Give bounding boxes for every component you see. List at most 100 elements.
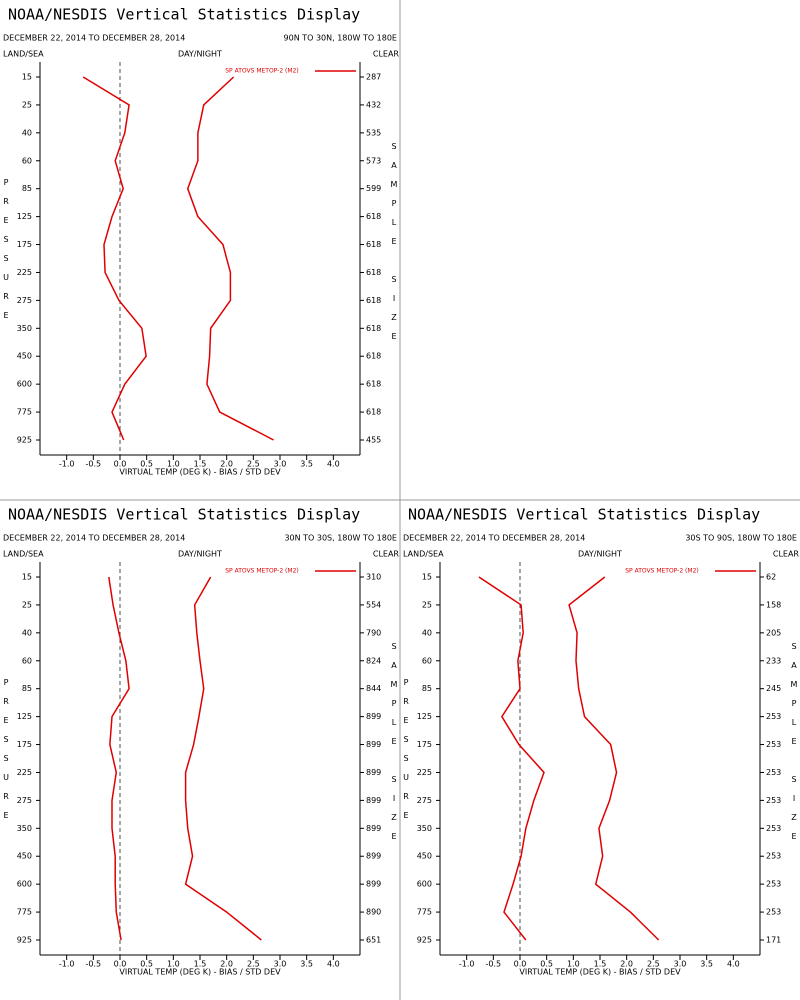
y-tick-label: 450 [417,852,432,861]
sample-size: 253 [766,740,781,749]
y-tick-label: 25 [22,600,32,609]
y-tick-label: 225 [417,768,432,777]
header: CLEAR [373,50,400,59]
sample-size: 158 [766,600,781,609]
panel: NOAA/NESDIS Vertical Statistics Display D… [2,6,400,477]
x-tick-label: 1.0 [167,460,180,469]
y2-label: SAMPLE SIZE [390,642,399,851]
y-tick-label: 60 [22,656,32,665]
x-tick-label: 2.0 [220,960,233,969]
sample-size: 171 [766,936,781,945]
sample-size: 253 [766,880,781,889]
chart-title: NOAA/NESDIS Vertical Statistics Display [408,506,760,524]
y-label: PRESSURE [2,178,11,330]
sample-size: 287 [366,73,381,82]
y-tick-label: 85 [422,684,432,693]
x-tick-label: 4.0 [727,960,740,969]
sample-size: 618 [366,268,381,277]
header: LAND/SEA [3,50,44,59]
header: LAND/SEA [3,550,44,559]
y-tick-label: 775 [17,408,32,417]
y-tick-label: 600 [417,880,432,889]
y-tick-label: 15 [22,573,32,582]
sample-size: 618 [366,380,381,389]
x-tick-label: 2.5 [247,460,260,469]
x-tick-label: 1.0 [567,960,580,969]
x-label: VIRTUAL TEMP (DEG K) - BIAS / STD DEV [519,968,681,977]
sample-size: 844 [366,684,381,693]
sample-size: 618 [366,212,381,221]
sample-size: 618 [366,352,381,361]
sample-size: 618 [366,240,381,249]
x-tick-label: 1.5 [194,460,207,469]
x-tick-label: 3.5 [300,460,313,469]
y-tick-label: 775 [417,908,432,917]
x-tick-label: 2.0 [620,960,633,969]
sample-size: 245 [766,684,781,693]
sample-size: 899 [366,712,381,721]
y-tick-label: 85 [22,184,32,193]
subtitle: DECEMBER 22, 2014 TO DECEMBER 28, 2014 [403,534,585,543]
y-tick-label: 450 [17,852,32,861]
x-tick-label: 0.0 [514,960,527,969]
x-tick-label: 0.0 [114,460,127,469]
subtitle: DECEMBER 22, 2014 TO DECEMBER 28, 2014 [3,34,185,43]
sample-size: 554 [366,600,381,609]
sample-size: 432 [366,100,381,109]
sample-size: 790 [366,628,381,637]
x-tick-label: 3.0 [274,460,287,469]
y-tick-label: 125 [417,712,432,721]
sample-size: 899 [366,796,381,805]
y-tick-label: 775 [17,908,32,917]
y-tick-label: 600 [17,380,32,389]
x-tick-label: 3.5 [300,960,313,969]
y-tick-label: 125 [17,712,32,721]
x-label: VIRTUAL TEMP (DEG K) - BIAS / STD DEV [119,968,281,977]
x-tick-label: 1.5 [594,960,607,969]
x-tick-label: 1.5 [194,960,207,969]
x-tick-label: -0.5 [86,460,102,469]
y-tick-label: 40 [22,128,32,137]
y-tick-label: 40 [22,628,32,637]
header: DAY/NIGHT [578,550,622,559]
y-tick-label: 350 [17,824,32,833]
sample-size: 253 [766,712,781,721]
y-tick-label: 350 [417,824,432,833]
y-tick-label: 600 [17,880,32,889]
y-tick-label: 275 [17,296,32,305]
y-tick-label: 15 [22,73,32,82]
x-tick-label: 0.5 [140,960,153,969]
legend-label: SP ATOVS METOP-2 (M2) [225,568,298,575]
header: CLEAR [773,550,800,559]
sample-size: 899 [366,880,381,889]
sample-size: 890 [366,908,381,917]
y-tick-label: 225 [17,268,32,277]
panel: NOAA/NESDIS Vertical Statistics Display D… [402,506,800,977]
sample-size: 535 [366,128,381,137]
y-tick-label: 25 [422,600,432,609]
sample-size: 205 [766,628,781,637]
y-tick-label: 925 [17,436,32,445]
bias-line [478,576,545,941]
x-tick-label: -1.0 [59,460,75,469]
header: DAY/NIGHT [178,550,222,559]
std-dev-line [186,76,274,441]
y-tick-label: 275 [17,796,32,805]
x-tick-label: -0.5 [86,960,102,969]
y-tick-label: 350 [17,324,32,333]
x-tick-label: 0.0 [114,960,127,969]
y-tick-label: 85 [22,684,32,693]
sample-size: 899 [366,740,381,749]
region: 30N TO 30S, 180W TO 180E [284,534,397,543]
std-dev-line [568,576,660,941]
x-tick-label: 4.0 [327,960,340,969]
region: 30S TO 90S, 180W TO 180E [685,534,797,543]
header: CLEAR [373,550,400,559]
y-tick-label: 225 [17,768,32,777]
x-tick-label: 3.0 [674,960,687,969]
bias-line [82,76,147,441]
y-tick-label: 15 [422,573,432,582]
x-tick-label: 3.0 [274,960,287,969]
x-tick-label: 0.5 [540,960,553,969]
bias-line [108,576,130,941]
